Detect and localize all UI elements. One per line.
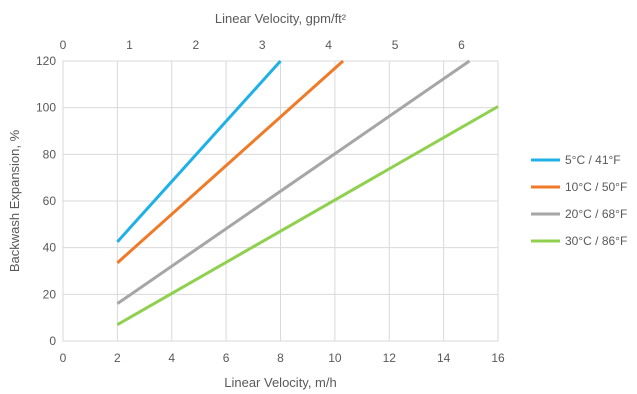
- y-tick-label: 100: [36, 101, 56, 115]
- y-tick-label: 120: [36, 54, 56, 68]
- y-tick-label: 60: [43, 194, 57, 208]
- series-line-4: [116, 105, 499, 326]
- x2-axis-ticks: 0 1 2 3 4 5 6: [60, 38, 465, 52]
- x-tick-label: 14: [437, 351, 451, 365]
- legend: 5°C / 41°F 10°C / 50°F 20°C / 68°F 30°C / 8…: [531, 153, 627, 248]
- x-tick-label: 0: [60, 351, 67, 365]
- x-tick-label: 10: [328, 351, 342, 365]
- series-line-2: [116, 59, 345, 264]
- grid: [62, 60, 499, 342]
- x2-axis-title: Linear Velocity, gpm/ft²: [215, 11, 347, 26]
- series-line-1: [116, 59, 282, 243]
- x-axis-ticks: 0 2 4 6 8 10 12 14 16: [60, 351, 505, 365]
- y-tick-label: 80: [43, 147, 57, 161]
- x2-tick-label: 3: [259, 38, 266, 52]
- y-tick-label: 20: [43, 287, 57, 301]
- legend-label-1: 5°C / 41°F: [565, 153, 621, 167]
- y-tick-label: 0: [49, 334, 56, 348]
- x2-tick-label: 4: [325, 38, 332, 52]
- x2-tick-label: 1: [126, 38, 133, 52]
- x2-tick-label: 6: [458, 38, 465, 52]
- y-axis-title: Backwash Expansion, %: [7, 129, 22, 272]
- x-tick-label: 12: [383, 351, 397, 365]
- legend-label-4: 30°C / 86°F: [565, 234, 627, 248]
- legend-label-3: 20°C / 68°F: [565, 207, 627, 221]
- x-tick-label: 6: [223, 351, 230, 365]
- x2-tick-label: 0: [60, 38, 67, 52]
- y-axis-ticks: 0 20 40 60 80 100 120: [36, 54, 56, 348]
- x-tick-label: 16: [491, 351, 505, 365]
- series-lines: [116, 59, 499, 326]
- legend-label-2: 10°C / 50°F: [565, 180, 627, 194]
- x-axis-title: Linear Velocity, m/h: [224, 375, 336, 390]
- x2-tick-label: 2: [192, 38, 199, 52]
- x2-tick-label: 5: [392, 38, 399, 52]
- y-tick-label: 40: [43, 241, 57, 255]
- x-tick-label: 4: [168, 351, 175, 365]
- series-line-3: [116, 59, 471, 305]
- x-tick-label: 8: [277, 351, 284, 365]
- x-tick-label: 2: [114, 351, 121, 365]
